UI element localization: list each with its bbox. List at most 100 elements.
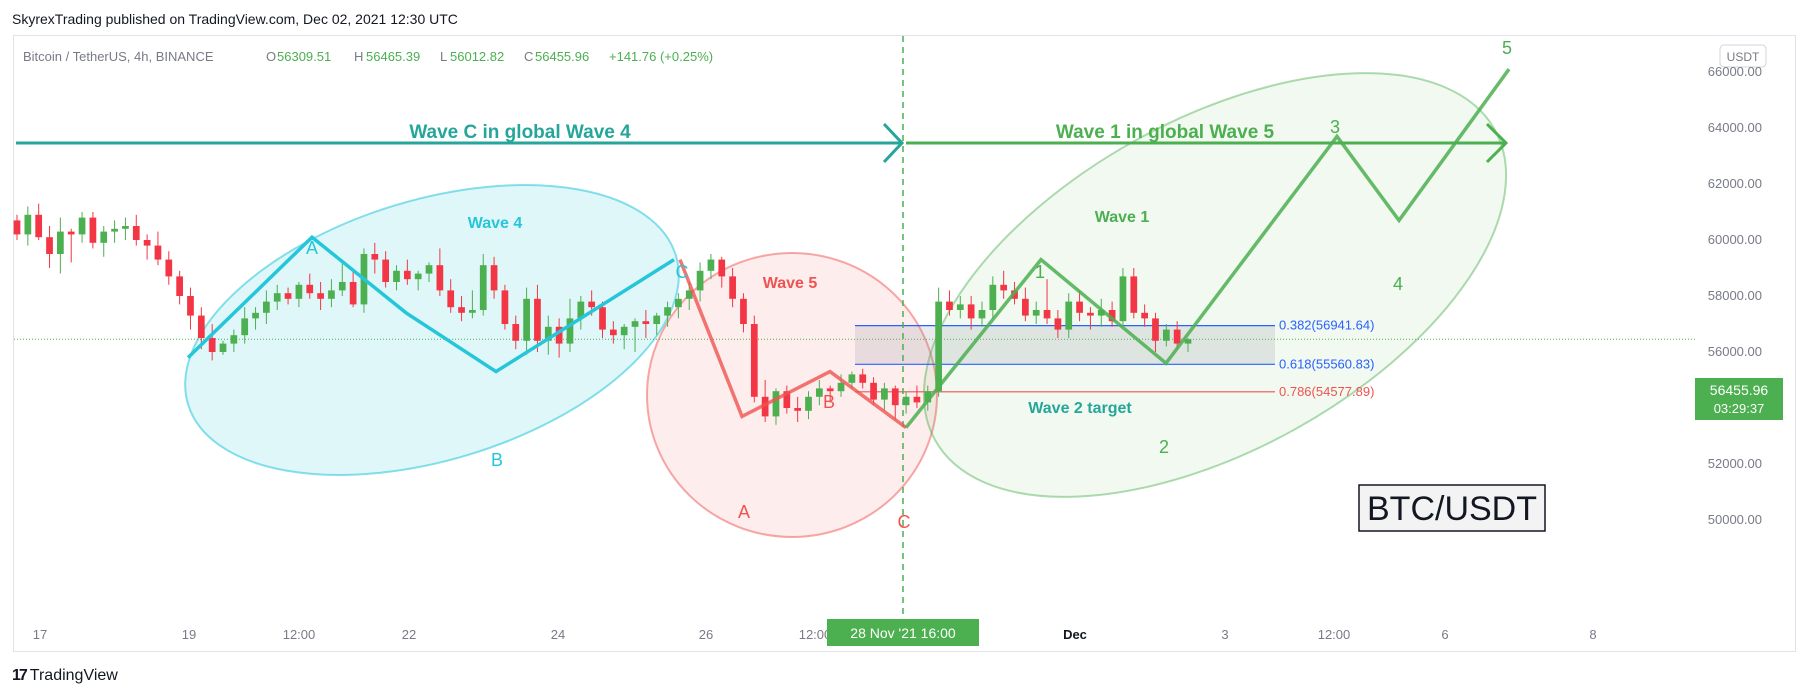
candle-body xyxy=(783,391,791,408)
legend-symbol: Bitcoin / TetherUS, 4h, BINANCE xyxy=(23,49,214,64)
y-tick-label: 52000.00 xyxy=(1708,456,1762,471)
candle-body xyxy=(165,259,173,277)
legend-open-value: 56309.51 xyxy=(277,49,331,64)
candle-body xyxy=(696,270,704,291)
green-label-4: 4 xyxy=(1393,274,1403,294)
watermark-text: BTC/USDT xyxy=(1367,490,1537,528)
green-label-5: 5 xyxy=(1502,38,1512,58)
candle-body xyxy=(664,307,671,316)
candle-body xyxy=(1130,276,1138,313)
x-tick-label: 12:00 xyxy=(283,627,316,642)
candle-body xyxy=(609,329,617,336)
candle-body xyxy=(1065,301,1073,330)
candle-body xyxy=(675,298,682,308)
candle-body xyxy=(1000,284,1008,291)
candle-body xyxy=(935,301,942,392)
candle-body xyxy=(1076,301,1083,313)
candle-body xyxy=(967,304,975,319)
candle-body xyxy=(24,214,32,235)
wave4-path xyxy=(186,234,675,374)
x-tick-label: 12:00 xyxy=(1318,627,1351,642)
cyan-label-b: B xyxy=(491,450,503,470)
candle-body xyxy=(913,396,921,403)
candle-body xyxy=(740,298,747,324)
candle-body xyxy=(306,284,314,294)
legend-low-value: 56012.82 xyxy=(450,49,504,64)
wave4-label: Wave 4 xyxy=(468,215,523,232)
candle-body xyxy=(100,231,108,243)
candle-body xyxy=(859,374,867,383)
legend-low-label: L xyxy=(440,49,447,64)
candle-body xyxy=(1162,329,1170,341)
candle-body xyxy=(1173,329,1181,344)
candle-body xyxy=(13,220,21,235)
candle-body xyxy=(512,324,520,341)
candle-body xyxy=(805,396,812,411)
cyan-label-a: A xyxy=(306,238,318,258)
candle-body xyxy=(284,293,292,299)
red-label-c: C xyxy=(898,512,911,532)
wave-c-global-label: Wave C in global Wave 4 xyxy=(409,122,631,143)
x-tick-label: 12:00 xyxy=(799,627,832,642)
currency-badge[interactable] xyxy=(1719,44,1767,68)
candle-body xyxy=(252,312,259,319)
watermark-box xyxy=(1358,484,1546,532)
wave2-target-zone xyxy=(855,325,1275,365)
candle-series xyxy=(13,203,1192,425)
candle-body xyxy=(761,396,769,417)
candle-body xyxy=(197,315,205,338)
candle-body xyxy=(523,298,530,341)
candle-body xyxy=(46,237,53,254)
wave-c-global-arrowhead xyxy=(882,122,905,164)
legend-close-value: 56455.96 xyxy=(535,49,589,64)
crosshair-time-text: 28 Nov '21 16:00 xyxy=(850,625,956,641)
candle-body xyxy=(1141,312,1148,319)
cyan-label-c: C xyxy=(676,262,689,282)
fib-0786-label: 0.786(54577.89) xyxy=(1279,384,1374,399)
wave1-projection-path xyxy=(904,68,1511,429)
tradingview-logo[interactable]: 17 TradingView xyxy=(12,667,118,685)
candle-body xyxy=(132,226,140,240)
candle-body xyxy=(403,270,411,280)
wave5-path xyxy=(678,258,908,430)
y-tick-label: 66000.00 xyxy=(1708,64,1762,79)
candle-body xyxy=(382,259,390,282)
candle-body xyxy=(653,315,661,324)
candle-body xyxy=(1021,298,1029,316)
candle-body xyxy=(1032,310,1040,316)
wave5-label: Wave 5 xyxy=(763,275,818,292)
candle-body xyxy=(599,307,606,330)
candle-body xyxy=(1054,318,1062,330)
candle-body xyxy=(1184,339,1192,344)
currency-badge-label: USDT xyxy=(1727,50,1760,64)
price-chart[interactable]: Bitcoin / TetherUS, 4h, BINANCE O 56309.… xyxy=(0,0,1802,660)
candle-body xyxy=(111,228,118,232)
candle-body xyxy=(176,276,184,296)
candle-body xyxy=(469,310,476,313)
green-label-3: 3 xyxy=(1330,117,1340,137)
countdown-value: 03:29:37 xyxy=(1714,401,1765,416)
candle-body xyxy=(1043,310,1051,319)
x-tick-label: 26 xyxy=(699,627,713,642)
x-tick-label: 8 xyxy=(1589,627,1596,642)
candle-body xyxy=(447,290,455,308)
candle-body xyxy=(67,231,75,235)
candle-body xyxy=(230,335,238,344)
candle-body xyxy=(479,265,487,310)
candle-body xyxy=(436,265,444,291)
wave-1-global-arrowhead xyxy=(1485,122,1509,164)
y-tick-label: 62000.00 xyxy=(1708,176,1762,191)
candle-body xyxy=(848,374,856,383)
candle-body xyxy=(414,273,422,280)
y-tick-label: 60000.00 xyxy=(1708,232,1762,247)
green-label-2: 2 xyxy=(1159,437,1169,457)
candle-body xyxy=(263,301,270,313)
candle-body xyxy=(371,254,379,260)
candle-body xyxy=(956,304,964,310)
publisher-line: SkyrexTrading published on TradingView.c… xyxy=(12,11,458,27)
candle-body xyxy=(946,301,953,310)
last-price-label xyxy=(1695,378,1783,420)
candle-body xyxy=(295,284,303,299)
candle-body xyxy=(1097,310,1105,316)
candle-body xyxy=(187,296,194,316)
